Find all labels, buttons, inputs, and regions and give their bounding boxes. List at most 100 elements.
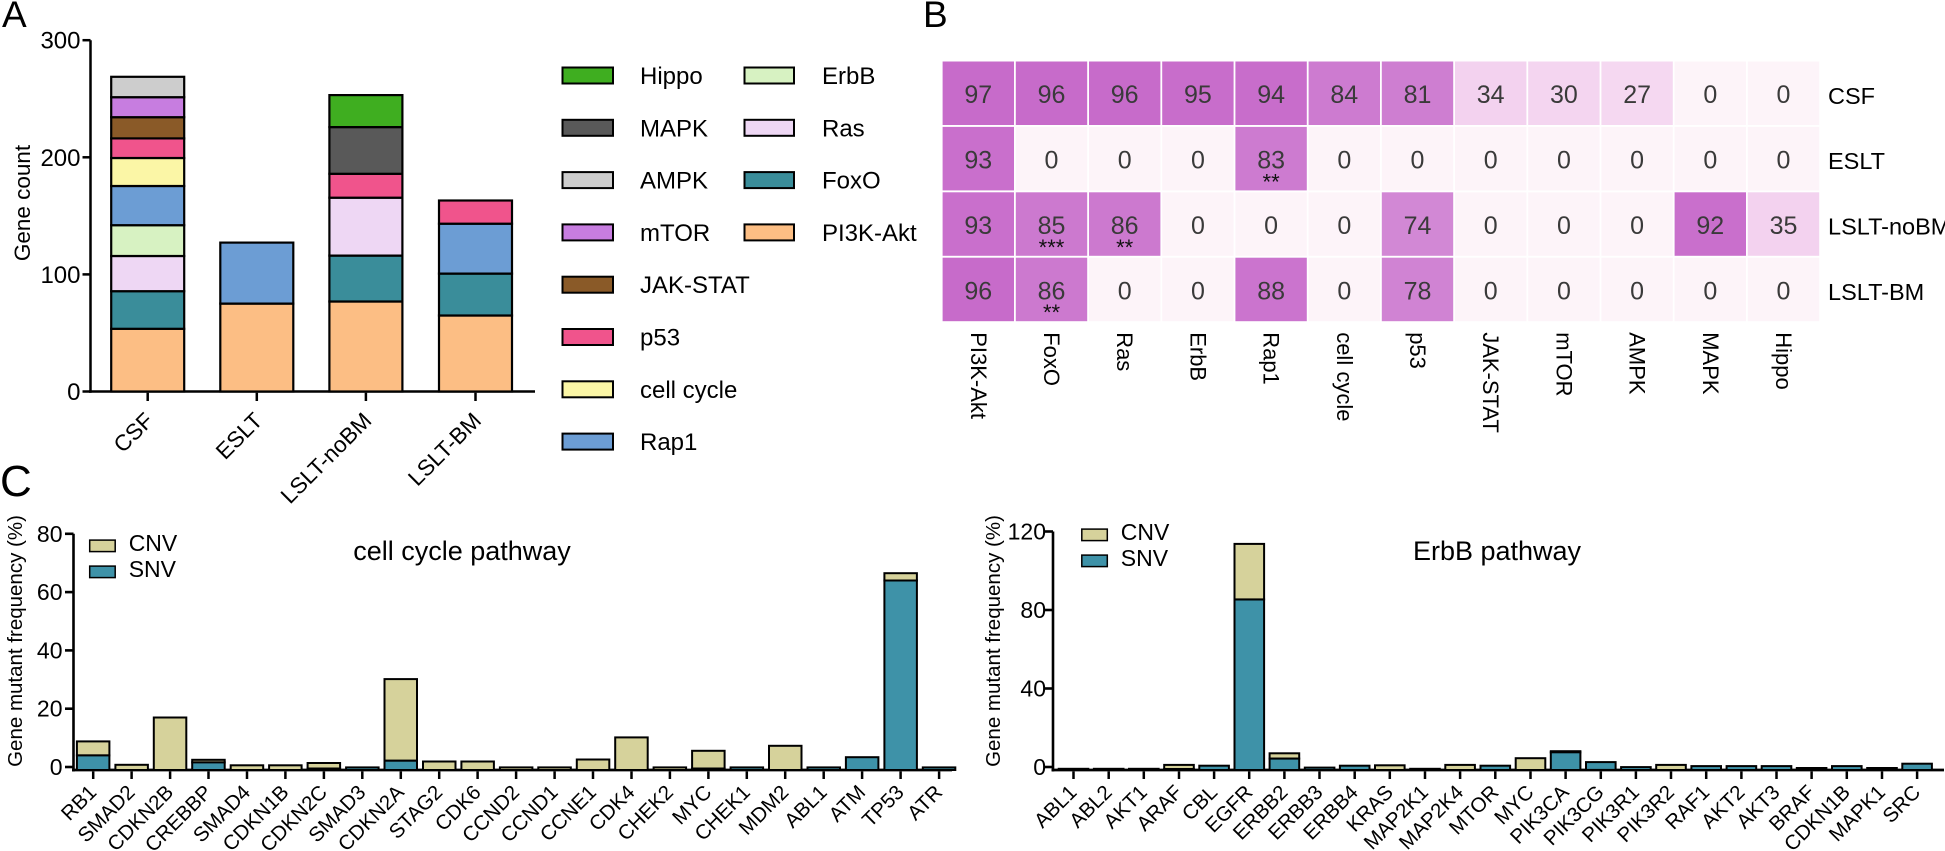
- svg-text:FoxO: FoxO: [822, 168, 881, 195]
- svg-text:0: 0: [1411, 147, 1425, 175]
- svg-text:MAPK: MAPK: [640, 115, 708, 142]
- svg-text:CNV: CNV: [1121, 519, 1170, 545]
- svg-text:0: 0: [1033, 754, 1046, 780]
- svg-text:0: 0: [1264, 212, 1278, 240]
- svg-text:0: 0: [1191, 278, 1205, 306]
- svg-text:35: 35: [1770, 212, 1798, 240]
- svg-text:97: 97: [964, 81, 992, 109]
- svg-text:0: 0: [1337, 147, 1351, 175]
- svg-text:0: 0: [1703, 278, 1717, 306]
- svg-text:0: 0: [1337, 278, 1351, 306]
- svg-text:85: 85: [1038, 212, 1066, 240]
- svg-text:Gene count: Gene count: [10, 144, 35, 261]
- svg-text:40: 40: [1020, 676, 1046, 702]
- svg-text:**: **: [1263, 169, 1281, 194]
- svg-text:p53: p53: [1405, 332, 1430, 369]
- svg-text:Hippo: Hippo: [640, 63, 703, 90]
- svg-text:LSLT-BM: LSLT-BM: [1828, 279, 1924, 305]
- svg-text:FoxO: FoxO: [1039, 332, 1064, 386]
- svg-text:96: 96: [964, 278, 992, 306]
- svg-text:120: 120: [1008, 519, 1046, 545]
- svg-text:JAK-STAT: JAK-STAT: [1478, 332, 1503, 433]
- svg-text:30: 30: [1550, 81, 1578, 109]
- svg-text:0: 0: [1191, 147, 1205, 175]
- svg-text:34: 34: [1477, 81, 1505, 109]
- svg-text:ESLT: ESLT: [1828, 148, 1885, 174]
- svg-text:74: 74: [1404, 212, 1432, 240]
- svg-text:200: 200: [40, 145, 80, 172]
- svg-text:0: 0: [1045, 147, 1059, 175]
- svg-text:Rap1: Rap1: [640, 429, 697, 456]
- svg-text:0: 0: [1337, 212, 1351, 240]
- svg-text:60: 60: [37, 579, 63, 605]
- svg-text:0: 0: [1777, 147, 1791, 175]
- svg-text:93: 93: [964, 147, 992, 175]
- svg-text:Hippo: Hippo: [1771, 332, 1796, 389]
- svg-text:ErbB pathway: ErbB pathway: [1413, 536, 1582, 566]
- svg-text:mTOR: mTOR: [1551, 332, 1576, 396]
- svg-text:B: B: [923, 0, 948, 35]
- svg-text:cell cycle: cell cycle: [1332, 332, 1357, 421]
- svg-text:p53: p53: [640, 325, 680, 352]
- svg-text:40: 40: [37, 637, 63, 663]
- svg-text:93: 93: [964, 212, 992, 240]
- svg-text:88: 88: [1257, 278, 1285, 306]
- svg-text:SNV: SNV: [1121, 545, 1169, 571]
- svg-text:Ras: Ras: [822, 115, 865, 142]
- svg-text:0: 0: [1118, 147, 1132, 175]
- svg-text:ErbB: ErbB: [1185, 332, 1210, 381]
- svg-text:0: 0: [1630, 278, 1644, 306]
- svg-text:SNV: SNV: [129, 556, 177, 582]
- svg-text:80: 80: [37, 521, 63, 547]
- svg-text:A: A: [2, 0, 27, 35]
- svg-text:***: ***: [1039, 235, 1065, 260]
- svg-text:0: 0: [1484, 278, 1498, 306]
- svg-text:AMPK: AMPK: [1625, 332, 1650, 395]
- svg-text:Gene mutant frequency (%): Gene mutant frequency (%): [4, 515, 27, 767]
- svg-text:0: 0: [1484, 147, 1498, 175]
- svg-text:0: 0: [1630, 212, 1644, 240]
- svg-text:0: 0: [1777, 278, 1791, 306]
- svg-text:0: 0: [1703, 147, 1717, 175]
- svg-text:0: 0: [1777, 81, 1791, 109]
- svg-text:Gene mutant frequency (%): Gene mutant frequency (%): [982, 515, 1005, 767]
- svg-text:27: 27: [1623, 81, 1651, 109]
- svg-text:LSLT-noBM: LSLT-noBM: [1828, 214, 1945, 240]
- svg-text:78: 78: [1404, 278, 1432, 306]
- svg-text:ErbB: ErbB: [822, 63, 875, 90]
- svg-text:cell cycle: cell cycle: [640, 377, 737, 404]
- svg-text:PI3K-Akt: PI3K-Akt: [822, 220, 917, 247]
- svg-text:86: 86: [1038, 278, 1066, 306]
- svg-text:20: 20: [37, 696, 63, 722]
- svg-text:81: 81: [1404, 81, 1432, 109]
- svg-text:0: 0: [1118, 278, 1132, 306]
- svg-text:96: 96: [1038, 81, 1066, 109]
- svg-text:C: C: [0, 457, 32, 506]
- svg-text:80: 80: [1020, 597, 1046, 623]
- svg-text:**: **: [1043, 300, 1061, 325]
- svg-text:0: 0: [50, 754, 63, 780]
- svg-text:94: 94: [1257, 81, 1285, 109]
- svg-text:100: 100: [40, 262, 80, 289]
- svg-text:95: 95: [1184, 81, 1212, 109]
- svg-text:Rap1: Rap1: [1259, 332, 1284, 385]
- svg-text:JAK-STAT: JAK-STAT: [640, 272, 750, 299]
- svg-text:0: 0: [67, 379, 80, 406]
- svg-text:mTOR: mTOR: [640, 220, 710, 247]
- svg-text:Ras: Ras: [1112, 332, 1137, 371]
- svg-text:96: 96: [1111, 81, 1139, 109]
- svg-text:CNV: CNV: [129, 530, 178, 556]
- svg-text:300: 300: [40, 28, 80, 55]
- svg-text:CSF: CSF: [1828, 83, 1875, 109]
- svg-text:84: 84: [1330, 81, 1358, 109]
- svg-text:MAPK: MAPK: [1698, 332, 1723, 395]
- svg-text:cell cycle pathway: cell cycle pathway: [353, 536, 571, 566]
- svg-text:0: 0: [1557, 278, 1571, 306]
- svg-text:86: 86: [1111, 212, 1139, 240]
- svg-text:0: 0: [1557, 212, 1571, 240]
- svg-text:0: 0: [1703, 81, 1717, 109]
- svg-text:PI3K-Akt: PI3K-Akt: [966, 332, 991, 419]
- svg-text:AMPK: AMPK: [640, 168, 708, 195]
- svg-text:0: 0: [1557, 147, 1571, 175]
- svg-text:83: 83: [1257, 147, 1285, 175]
